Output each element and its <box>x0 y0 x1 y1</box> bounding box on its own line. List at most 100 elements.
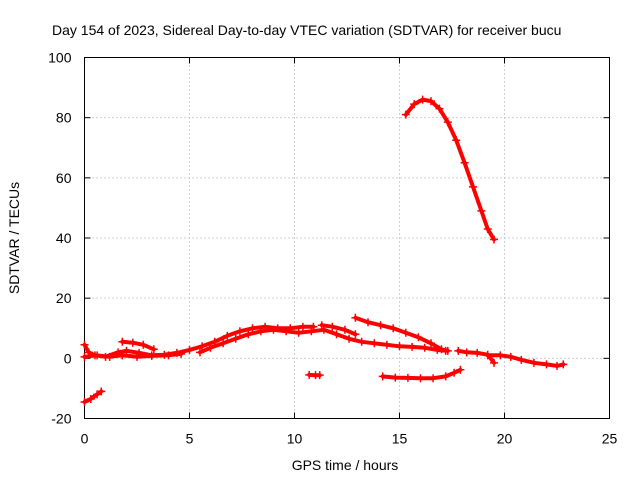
series-arc-7 <box>317 321 360 339</box>
data-point-arc-7-0 <box>317 321 326 330</box>
data-point-arc-5-14 <box>370 339 379 348</box>
data-point-arc-5-1 <box>206 343 215 352</box>
data-point-arc-1-3 <box>97 387 106 396</box>
data-point-arc-9-0 <box>378 372 387 381</box>
series-arc-1 <box>80 387 106 406</box>
data-point-arc-2-14 <box>235 327 244 336</box>
series-arc-6 <box>305 370 324 380</box>
data-point-arc-2-0 <box>80 340 89 349</box>
data-point-arc-10-7 <box>460 158 469 167</box>
data-point-arc-4-1 <box>128 338 137 347</box>
data-point-arc-10-5 <box>443 118 452 127</box>
grid <box>84 57 610 419</box>
data-point-arc-3-4 <box>133 352 141 361</box>
data-point-arc-5-4 <box>244 330 253 339</box>
data-point-arc-12-0 <box>483 351 492 360</box>
data-point-arc-8-4 <box>401 328 410 337</box>
data-point-arc-9-6 <box>450 368 459 377</box>
data-point-arc-5-2 <box>219 339 228 348</box>
data-point-arc-5-8 <box>294 328 303 337</box>
data-point-arc-8-0 <box>351 313 360 322</box>
y-tick-label-0: 0 <box>64 350 72 366</box>
y-tick-label-80: 80 <box>56 110 72 126</box>
data-point-arc-3-7 <box>177 349 186 358</box>
data-point-arc-3-6 <box>164 351 173 360</box>
data-point-arc-10-4 <box>435 104 444 113</box>
data-point-arc-10-11 <box>490 235 498 244</box>
data-point-arc-12-7 <box>559 360 568 369</box>
y-tick-label-40: 40 <box>56 230 72 246</box>
series-line-arc-10 <box>403 97 496 242</box>
data-point-arc-5-7 <box>282 327 291 336</box>
data-point-arc-3-0 <box>80 352 89 361</box>
data-point-arc-3-3 <box>118 351 127 360</box>
data-point-arc-5-6 <box>269 325 278 334</box>
data-point-arc-8-8 <box>443 346 452 355</box>
axis-ticks: 0 5 10 15 20 25 -20 0 20 40 60 80 100 <box>48 50 617 447</box>
data-point-arc-5-3 <box>231 334 240 343</box>
series-line-arc-1 <box>82 389 104 404</box>
data-point-arc-12-2 <box>506 352 515 361</box>
series-arc-3 <box>80 349 186 361</box>
series-arc-5 <box>196 325 450 357</box>
data-point-arc-7-2 <box>340 325 349 334</box>
data-point-arc-11-0 <box>454 346 463 355</box>
y-tick-label-100: 100 <box>48 50 72 66</box>
data-point-arc-6-2 <box>315 371 324 380</box>
x-axis-label: GPS time / hours <box>292 457 399 473</box>
data-point-arc-10-2 <box>418 95 427 104</box>
data-point-arc-4-2 <box>139 340 148 349</box>
data-point-arc-5-17 <box>408 342 417 351</box>
series-arc-4 <box>118 337 158 354</box>
data-point-arc-2-13 <box>223 331 232 340</box>
data-point-arc-5-12 <box>345 334 354 343</box>
series-line-arc-12 <box>485 353 566 368</box>
data-point-arc-9-5 <box>441 372 450 381</box>
data-point-arc-10-8 <box>469 182 477 191</box>
x-tick-label-5: 5 <box>186 431 194 447</box>
data-point-arc-5-9 <box>307 327 316 336</box>
data-point-arc-8-3 <box>389 324 398 333</box>
data-point-arc-5-11 <box>332 330 341 339</box>
data-point-arc-10-3 <box>427 97 435 106</box>
series-arc-11 <box>454 346 498 367</box>
data-point-arc-10-0 <box>401 110 410 119</box>
x-tick-label-10: 10 <box>287 431 303 447</box>
data-point-arc-12-5 <box>542 360 551 369</box>
data-point-arc-8-2 <box>376 321 385 330</box>
series-line-arc-4 <box>120 339 156 352</box>
data-point-arc-7-3 <box>351 330 360 339</box>
chart-title: Day 154 of 2023, Sidereal Day-to-day VTE… <box>52 22 561 38</box>
series-arc-8 <box>351 313 452 355</box>
data-point-arc-8-5 <box>414 333 423 342</box>
series-line-arc-7 <box>319 323 358 337</box>
x-tick-label-20: 20 <box>497 431 513 447</box>
data-point-arc-4-3 <box>149 345 158 354</box>
data-point-arc-9-4 <box>429 374 438 383</box>
data-series <box>80 95 568 406</box>
data-point-arc-10-9 <box>477 206 486 215</box>
data-point-arc-5-15 <box>382 340 391 349</box>
data-point-arc-2-15 <box>248 324 257 333</box>
data-point-arc-11-4 <box>490 358 498 367</box>
data-point-arc-9-1 <box>391 373 400 382</box>
x-tick-label-25: 25 <box>602 431 618 447</box>
data-point-arc-8-7 <box>437 345 446 354</box>
data-point-arc-9-2 <box>403 373 412 382</box>
series-arc-9 <box>378 365 465 383</box>
data-point-arc-10-1 <box>410 100 419 109</box>
data-point-arc-1-0 <box>80 397 89 406</box>
data-point-arc-3-5 <box>147 351 156 360</box>
data-point-arc-5-5 <box>256 327 265 336</box>
x-tick-label-15: 15 <box>392 431 408 447</box>
y-tick-label--20: -20 <box>51 411 71 427</box>
y-tick-label-60: 60 <box>56 170 72 186</box>
data-point-arc-9-3 <box>416 374 425 383</box>
data-point-arc-12-1 <box>496 351 505 360</box>
data-point-arc-4-0 <box>118 337 127 346</box>
data-point-arc-8-1 <box>364 318 372 327</box>
data-point-arc-5-18 <box>420 343 429 352</box>
series-arc-12 <box>483 351 568 370</box>
data-point-arc-5-13 <box>357 337 366 346</box>
